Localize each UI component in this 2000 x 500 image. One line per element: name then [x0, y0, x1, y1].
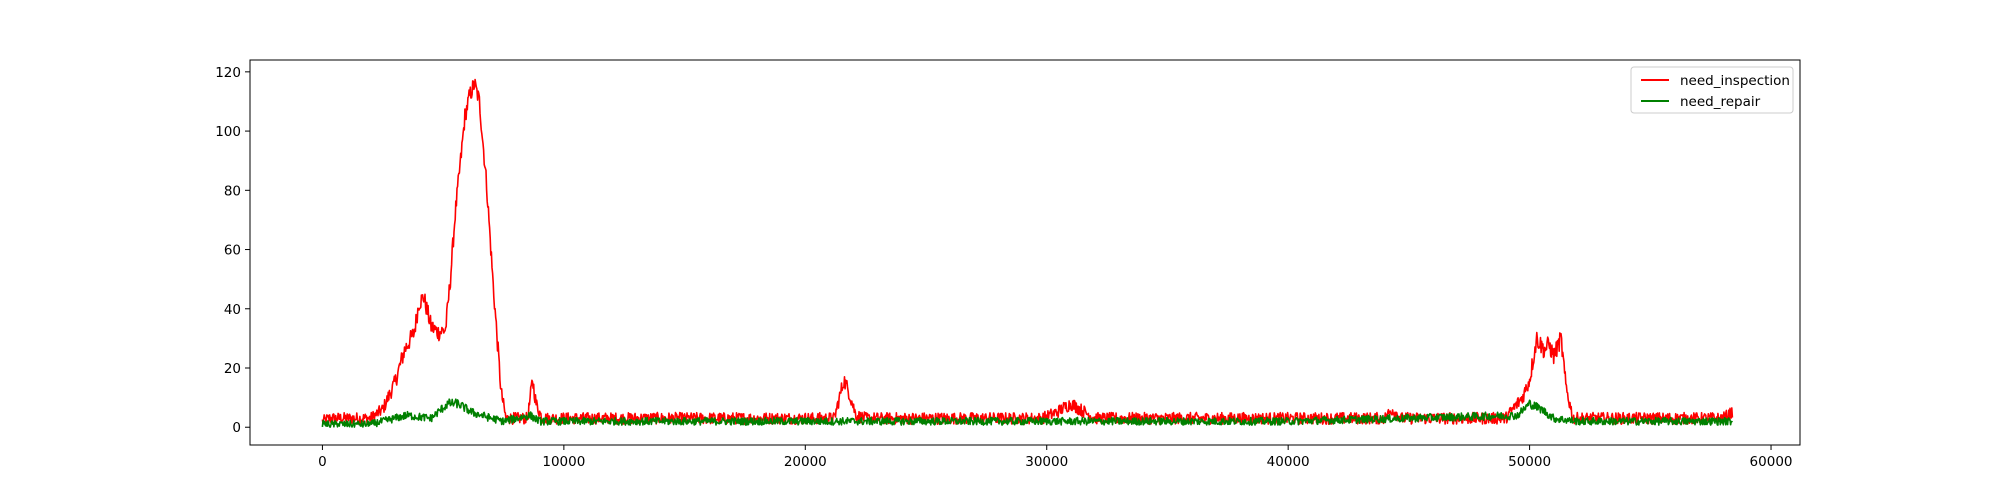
legend: need_inspection need_repair	[1630, 66, 1794, 114]
series-line-need_repair	[321, 398, 1734, 428]
x-axis-ticks: 0 10000 20000 30000 40000 50000 60000	[318, 445, 1793, 470]
y-tick-label: 80	[224, 183, 241, 199]
y-tick-label: 120	[215, 65, 241, 81]
legend-box	[1630, 66, 1794, 114]
y-axis-ticks: 0 20 40 60 80 100 120	[215, 65, 250, 436]
x-tick-label: 60000	[1750, 454, 1793, 470]
y-tick-label: 100	[215, 124, 241, 140]
y-tick-label: 20	[224, 361, 241, 377]
x-tick-label: 0	[318, 454, 327, 470]
plot-area	[250, 60, 1800, 445]
y-tick-label: 40	[224, 302, 241, 318]
legend-label-need_repair: need_repair	[1680, 94, 1761, 110]
y-tick-label: 60	[224, 243, 241, 259]
series-layer	[321, 78, 1734, 428]
x-tick-label: 50000	[1508, 454, 1551, 470]
x-tick-label: 20000	[784, 454, 827, 470]
plot-frame	[249, 59, 1801, 446]
y-tick-label: 0	[232, 420, 241, 436]
x-tick-label: 30000	[1025, 454, 1068, 470]
x-tick-label: 10000	[542, 454, 585, 470]
x-tick-label: 40000	[1267, 454, 1310, 470]
legend-label-need_inspection: need_inspection	[1680, 73, 1790, 89]
